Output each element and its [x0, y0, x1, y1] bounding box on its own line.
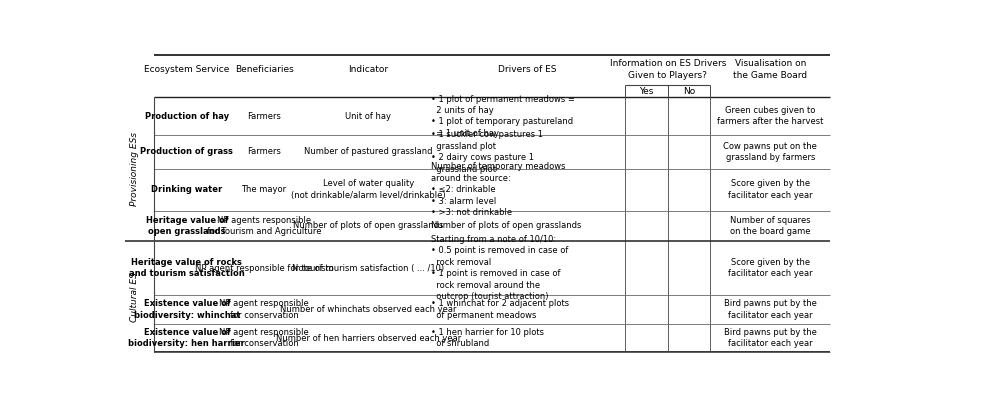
Text: No: No	[683, 87, 695, 96]
Text: Bird pawns put by the
facilitator each year: Bird pawns put by the facilitator each y…	[724, 328, 817, 349]
Text: Information on ES Drivers
Given to Players?: Information on ES Drivers Given to Playe…	[609, 60, 726, 80]
Text: Level of water quality
(not drinkable/alarm level/drinkable): Level of water quality (not drinkable/al…	[291, 179, 446, 200]
Text: Production of hay: Production of hay	[145, 112, 229, 121]
Text: Existence value of
biodiversity: hen harrier: Existence value of biodiversity: hen har…	[129, 328, 245, 349]
Text: Cultural ES: Cultural ES	[131, 272, 140, 322]
Text: Note of tourism satisfaction ( ... /10): Note of tourism satisfaction ( ... /10)	[292, 264, 445, 272]
Text: Starting from a note of 10/10:
• 0.5 point is removed in case of
  rock removal
: Starting from a note of 10/10: • 0.5 poi…	[432, 235, 568, 301]
Text: Number of temporary meadows
around the source:
• ≤2: drinkable
• 3: alarm level
: Number of temporary meadows around the s…	[432, 162, 566, 217]
Text: The mayor: The mayor	[241, 185, 287, 194]
Text: Score given by the
facilitator each year: Score given by the facilitator each year	[728, 258, 813, 278]
Text: Number of plots of open grasslands: Number of plots of open grasslands	[293, 221, 444, 230]
Text: Visualisation on
the Game Board: Visualisation on the Game Board	[733, 60, 808, 80]
Text: Beneficiaries: Beneficiaries	[234, 65, 293, 74]
Text: Heritage value of rocks
and tourism satisfaction: Heritage value of rocks and tourism sati…	[129, 258, 244, 278]
Text: Green cubes given to
farmers after the harvest: Green cubes given to farmers after the h…	[717, 106, 824, 127]
Text: Farmers: Farmers	[247, 112, 281, 121]
Text: Number of pastured grassland: Number of pastured grassland	[304, 147, 433, 156]
Text: NP agent responsible for tourism: NP agent responsible for tourism	[194, 264, 333, 272]
Text: NP agents responsible
for Tourism and Agriculture: NP agents responsible for Tourism and Ag…	[206, 216, 321, 236]
Text: Number of squares
on the board game: Number of squares on the board game	[730, 216, 811, 236]
Text: NP agent responsible
for conservation: NP agent responsible for conservation	[219, 299, 309, 320]
Text: Number of hen harriers observed each year: Number of hen harriers observed each yea…	[276, 334, 461, 343]
Text: • 1 hen harrier for 10 plots
  of shrubland: • 1 hen harrier for 10 plots of shrublan…	[432, 328, 544, 349]
Text: Existence value of
biodiversity: whinchat: Existence value of biodiversity: whincha…	[134, 299, 240, 320]
Text: Unit of hay: Unit of hay	[345, 112, 392, 121]
Text: Score given by the
facilitator each year: Score given by the facilitator each year	[728, 179, 813, 200]
Text: Number of plots of open grasslands: Number of plots of open grasslands	[432, 221, 582, 230]
Text: Provisioning ESs: Provisioning ESs	[131, 132, 140, 206]
Text: NP agent responsible
for conservation: NP agent responsible for conservation	[219, 328, 309, 349]
Text: • 1 plot of permanent meadows =
  2 units of hay
• 1 plot of temporary pasturela: • 1 plot of permanent meadows = 2 units …	[432, 95, 575, 138]
Text: Production of grass: Production of grass	[141, 147, 233, 156]
Text: • 1 whinchat for 2 adjacent plots
  of permanent meadows: • 1 whinchat for 2 adjacent plots of per…	[432, 299, 569, 320]
Text: Bird pawns put by the
facilitator each year: Bird pawns put by the facilitator each y…	[724, 299, 817, 320]
Text: Yes: Yes	[639, 87, 654, 96]
Text: Ecosystem Service: Ecosystem Service	[145, 65, 229, 74]
Text: • 1 suckler cow pastures 1
  grassland plot
• 2 dairy cows pasture 1
  grassland: • 1 suckler cow pastures 1 grassland plo…	[432, 130, 543, 174]
Text: Farmers: Farmers	[247, 147, 281, 156]
Text: Heritage value of
open grasslands: Heritage value of open grasslands	[146, 216, 228, 236]
Text: Cow pawns put on the
grassland by farmers: Cow pawns put on the grassland by farmer…	[723, 142, 818, 162]
Text: Indicator: Indicator	[348, 65, 389, 74]
Text: Drivers of ES: Drivers of ES	[498, 65, 556, 74]
Text: Drinking water: Drinking water	[152, 185, 222, 194]
Text: Number of whinchats observed each year: Number of whinchats observed each year	[280, 305, 457, 314]
